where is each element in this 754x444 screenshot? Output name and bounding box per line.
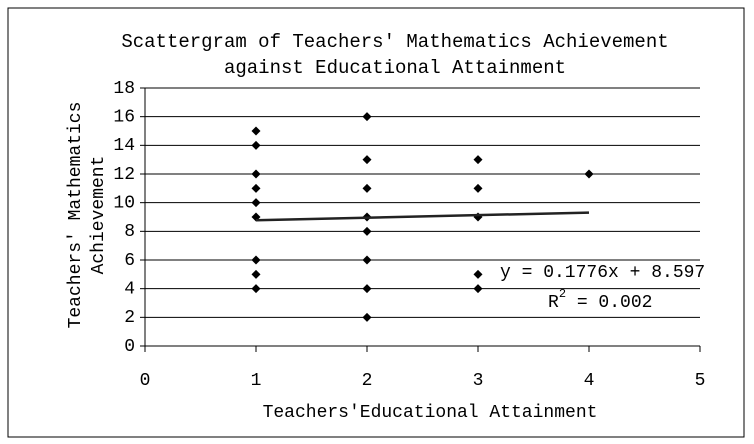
point — [362, 155, 372, 165]
point — [362, 284, 372, 294]
r-squared-value: = 0.002 — [566, 293, 652, 313]
point — [362, 312, 372, 322]
point — [362, 112, 372, 122]
chart-border — [7, 7, 745, 438]
x-tick-label: 0 — [140, 371, 151, 391]
y-tick-label: 2 — [124, 308, 135, 328]
point — [251, 169, 261, 179]
point — [251, 255, 261, 265]
y-axis-label: Achievement — [89, 156, 109, 275]
x-tick-label: 3 — [473, 371, 484, 391]
y-tick-label: 4 — [124, 279, 135, 299]
r-squared-base: R — [548, 293, 559, 313]
x-tick-label: 1 — [251, 371, 262, 391]
y-tick-label: 12 — [113, 165, 135, 185]
y-tick-label: 10 — [113, 193, 135, 213]
x-tick-label: 4 — [584, 371, 595, 391]
y-tick-label: 18 — [113, 79, 135, 99]
point — [251, 183, 261, 193]
x-axis-label: Teachers'Educational Attainment — [263, 403, 598, 423]
chart-title: against Educational Attainment — [224, 57, 566, 79]
point — [362, 226, 372, 236]
y-tick-label: 6 — [124, 251, 135, 271]
point — [362, 183, 372, 193]
trendline-equation: y = 0.1776x + 8.597 — [500, 263, 705, 283]
point — [251, 284, 261, 294]
point — [251, 269, 261, 279]
r-squared-exponent: 2 — [559, 287, 566, 301]
y-tick-label: 0 — [124, 337, 135, 357]
point — [362, 255, 372, 265]
point — [473, 284, 483, 294]
point — [251, 126, 261, 136]
r-squared: R2 = 0.002 — [548, 287, 652, 313]
point — [473, 269, 483, 279]
y-axis-label: Teachers' Mathematics — [66, 102, 86, 329]
chart-title: Scattergram of Teachers' Mathematics Ach… — [121, 31, 668, 53]
y-tick-label: 16 — [113, 107, 135, 127]
point — [473, 155, 483, 165]
point — [584, 169, 594, 179]
x-tick-label: 5 — [695, 371, 706, 391]
y-tick-label: 8 — [124, 222, 135, 242]
x-tick-label: 2 — [362, 371, 373, 391]
y-tick-label: 14 — [113, 136, 135, 156]
point — [251, 198, 261, 208]
point — [251, 140, 261, 150]
point — [473, 183, 483, 193]
trendline — [255, 211, 590, 222]
